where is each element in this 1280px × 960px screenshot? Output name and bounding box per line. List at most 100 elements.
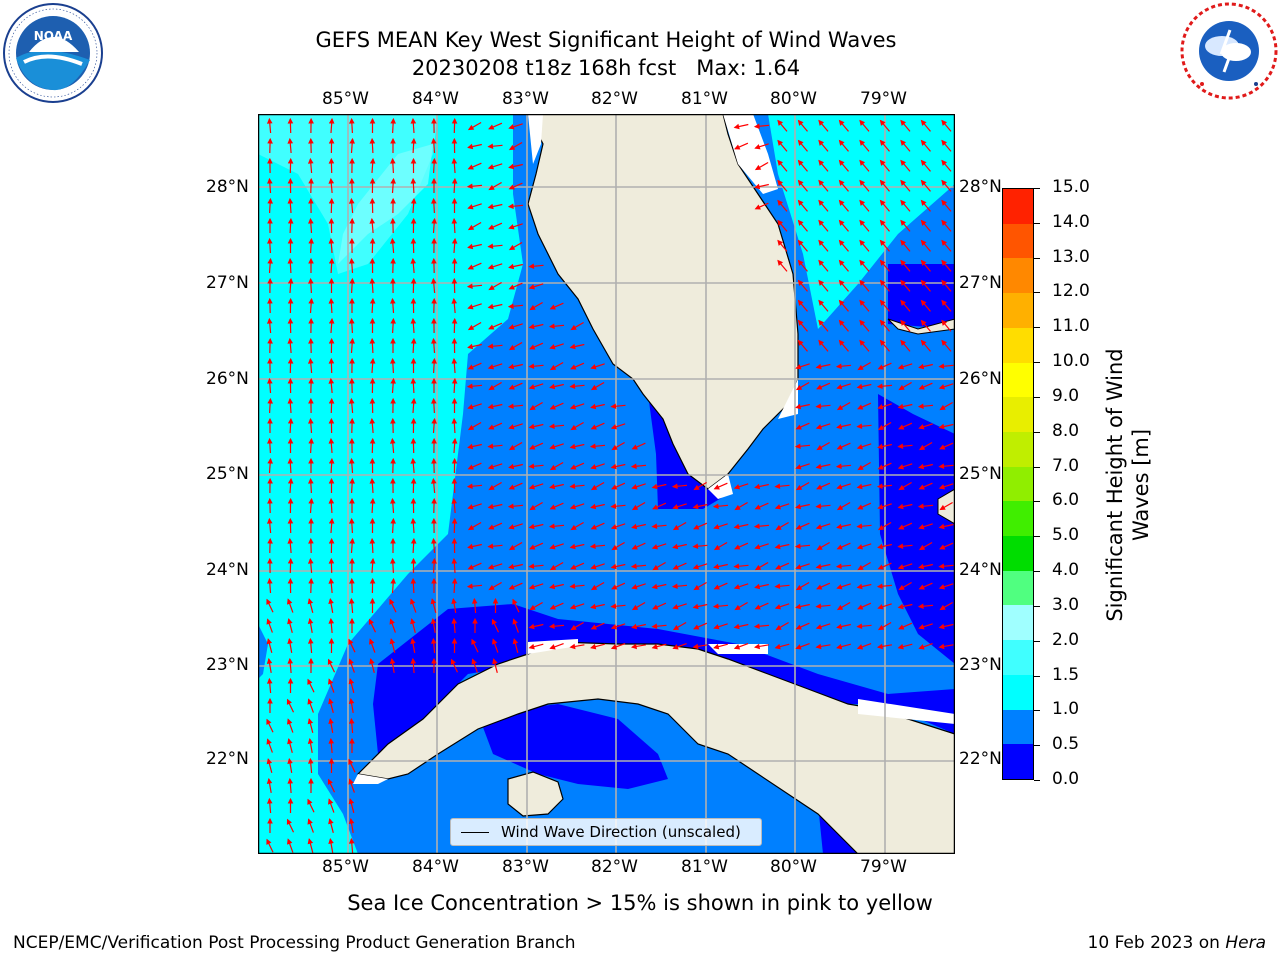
direction-arrow-head — [879, 219, 886, 226]
direction-arrow-head — [528, 384, 536, 390]
direction-arrow-head — [287, 157, 294, 164]
direction-arrow-head — [488, 484, 495, 491]
direction-arrow-head — [410, 337, 417, 344]
direction-arrow-head — [308, 397, 314, 404]
direction-arrow-head — [467, 404, 474, 410]
direction-arrow-head — [431, 417, 437, 424]
direction-arrow-head — [897, 464, 905, 470]
direction-arrow-head — [451, 377, 458, 384]
direction-arrow-head — [410, 357, 417, 364]
direction-arrow-head — [369, 217, 376, 224]
direction-arrow-head — [838, 319, 845, 326]
direction-arrow-head — [918, 524, 925, 530]
direction-arrow-head — [450, 658, 456, 665]
direction-arrow-head — [410, 217, 417, 224]
direction-arrow-head — [898, 624, 905, 630]
direction-arrow-head — [549, 344, 556, 350]
direction-arrow-head — [410, 537, 417, 544]
direction-arrow-head — [308, 217, 314, 224]
direction-arrow-head — [877, 464, 884, 470]
direction-arrow-head — [266, 517, 273, 524]
direction-arrow-head — [754, 544, 761, 550]
direction-arrow-head — [410, 237, 417, 244]
direction-arrow-head — [590, 643, 597, 650]
direction-arrow-head — [920, 219, 927, 226]
direction-arrow-head — [390, 377, 396, 384]
lat-label-right: 24°N — [959, 560, 1002, 580]
direction-arrow-head — [487, 164, 495, 170]
direction-arrow-head — [308, 457, 314, 464]
noaa-logo: NOAA — [2, 2, 104, 104]
direction-arrow-head — [589, 543, 596, 550]
direction-arrow-head — [507, 403, 514, 410]
direction-arrow-head — [941, 139, 948, 146]
lon-label-top: 80°W — [770, 89, 817, 109]
direction-arrow-head — [287, 598, 293, 605]
direction-arrow-head — [467, 524, 475, 531]
direction-arrow-head — [431, 177, 437, 184]
direction-arrow-head — [308, 317, 314, 324]
direction-arrow-head — [818, 259, 825, 266]
direction-arrow-head — [390, 137, 396, 144]
direction-arrow-head — [856, 544, 864, 550]
direction-arrow-head — [466, 183, 473, 190]
direction-arrow-head — [795, 584, 803, 591]
direction-arrow-head — [410, 257, 417, 264]
direction-arrow-head — [754, 204, 761, 210]
direction-arrow-head — [451, 597, 457, 605]
direction-arrow-head — [488, 184, 495, 191]
direction-arrow-head — [410, 637, 416, 645]
direction-arrow-head — [611, 584, 618, 590]
direction-arrow-head — [287, 437, 294, 444]
direction-arrow-head — [818, 179, 825, 186]
direction-arrow-head — [328, 497, 335, 504]
direction-arrow-head — [529, 604, 536, 611]
direction-arrow-head — [431, 497, 437, 504]
direction-arrow-head — [287, 757, 293, 765]
direction-arrow-head — [389, 657, 396, 665]
lat-label-left: 22°N — [206, 749, 249, 769]
direction-arrow-head — [287, 137, 294, 144]
direction-arrow-head — [877, 624, 885, 631]
direction-arrow-head — [836, 444, 843, 450]
direction-arrow-head — [430, 477, 437, 484]
direction-arrow-head — [528, 584, 536, 590]
direction-arrow-head — [941, 159, 948, 166]
direction-arrow-head — [410, 457, 417, 464]
direction-arrow-head — [900, 119, 907, 126]
direction-arrow-head — [651, 623, 658, 630]
direction-arrow-head — [267, 557, 273, 564]
direction-arrow-head — [328, 477, 335, 484]
direction-arrow-head — [879, 119, 886, 126]
direction-arrow-head — [487, 403, 494, 410]
direction-arrow-head — [941, 119, 948, 126]
direction-arrow-head — [836, 404, 844, 411]
direction-arrow-head — [754, 183, 761, 190]
direction-arrow-head — [836, 523, 843, 530]
direction-arrow-head — [410, 557, 417, 564]
colorbar-cell — [1003, 570, 1033, 606]
direction-arrow-head — [369, 157, 376, 164]
direction-arrow-head — [754, 564, 762, 571]
direction-arrow-head — [410, 417, 417, 424]
wave-height-map — [257, 113, 956, 855]
direction-arrow-head — [508, 144, 516, 151]
direction-arrow-head — [651, 643, 658, 650]
direction-arrow-head — [877, 364, 884, 370]
direction-arrow-head — [308, 517, 314, 524]
direction-arrow-head — [349, 217, 355, 224]
direction-arrow-head — [512, 638, 519, 645]
direction-arrow-head — [349, 317, 355, 324]
direction-arrow-head — [308, 377, 314, 384]
direction-arrow-head — [651, 483, 658, 490]
direction-arrow-head — [797, 299, 804, 306]
direction-arrow-head — [451, 117, 458, 124]
direction-arrow-head — [287, 377, 294, 384]
direction-arrow-head — [471, 597, 478, 604]
direction-arrow-head — [487, 303, 494, 310]
direction-arrow-head — [734, 144, 741, 150]
direction-arrow-head — [693, 584, 700, 591]
direction-arrow-head — [328, 257, 335, 264]
direction-arrow-head — [838, 339, 845, 346]
direction-arrow-head — [267, 417, 273, 424]
